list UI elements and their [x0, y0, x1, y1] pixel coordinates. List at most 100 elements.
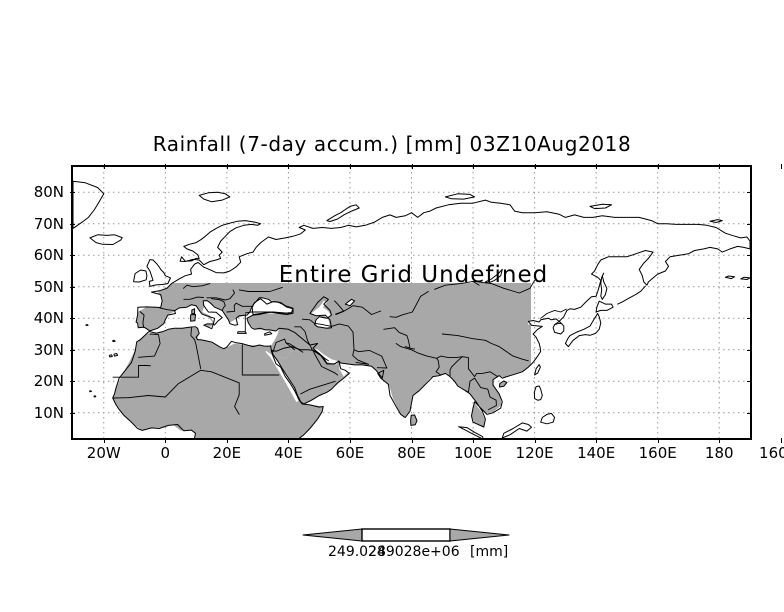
colorbar-left-extend [302, 528, 363, 542]
political-border [355, 361, 369, 365]
y-tick-mark [747, 381, 752, 383]
coastline-path [617, 285, 646, 305]
political-border [352, 349, 369, 365]
x-tick-mark [411, 164, 413, 169]
x-tick-mark [349, 164, 351, 169]
political-border [314, 322, 354, 333]
political-border [238, 286, 283, 292]
political-border [434, 279, 536, 294]
political-border [503, 349, 529, 362]
y-tick-mark [70, 255, 75, 257]
y-tick-mark [70, 223, 75, 225]
coastline-path [146, 259, 171, 287]
coastline-path [191, 308, 196, 315]
political-border [301, 318, 315, 324]
coastline-path [444, 193, 476, 200]
political-border [352, 331, 383, 357]
coastline-path [73, 180, 105, 229]
political-border [294, 326, 313, 350]
political-border [138, 333, 161, 358]
political-border [334, 300, 345, 315]
coastline-path [589, 203, 612, 210]
x-tick-mark [719, 164, 721, 169]
x-tick-mark [719, 438, 721, 443]
y-tick-mark [747, 255, 752, 257]
map-graphic [73, 167, 750, 438]
political-border [449, 356, 499, 378]
coastline-path [190, 314, 196, 322]
coastlines [73, 180, 750, 438]
x-tick-label: 80E [397, 444, 426, 462]
coastline-path [89, 390, 92, 393]
political-border [464, 377, 497, 411]
coastline-path [108, 354, 113, 358]
map-plot-area[interactable]: Entire Grid Undefined [71, 165, 752, 440]
political-border [183, 283, 211, 289]
x-tick-mark [596, 164, 598, 169]
coastline-path [93, 395, 97, 398]
coastline-path [600, 272, 608, 300]
shaded-land-polygon [136, 283, 531, 428]
colorbar-graphic [302, 528, 510, 542]
coastline-path [309, 296, 332, 329]
political-border [312, 349, 339, 376]
x-tick-mark [288, 164, 290, 169]
shaded-land-mask [112, 283, 531, 438]
colorbar[interactable]: 249.028 249028e+06 [mm] [300, 518, 512, 560]
x-tick-mark [657, 438, 659, 443]
x-tick-mark [534, 438, 536, 443]
political-border [312, 349, 329, 362]
colorbar-tick-label-min: 249.028 [328, 544, 386, 560]
political-border [272, 338, 296, 353]
political-border [226, 302, 254, 313]
x-tick-label: 0 [160, 444, 171, 462]
coastline-path [133, 269, 148, 283]
political-border [389, 291, 429, 318]
x-tick-label: 160E [638, 444, 677, 462]
coastline-path [533, 385, 543, 401]
coastline-path [344, 298, 356, 307]
x-tick-label: 140E [577, 444, 616, 462]
political-border [190, 327, 202, 370]
x-tick-label: 20E [212, 444, 242, 462]
shade-sea-hole [313, 349, 339, 365]
x-tick-mark [473, 438, 475, 443]
political-border [244, 311, 292, 314]
coastline-path [709, 219, 723, 223]
political-border [285, 342, 304, 353]
coastline-path [724, 275, 736, 280]
y-tick-mark [70, 318, 75, 320]
coastline-path [264, 331, 273, 336]
x-tick-mark [780, 438, 782, 443]
coastline-path [534, 364, 541, 376]
shade-sea-hole [149, 305, 275, 346]
x-tick-mark [596, 438, 598, 443]
coastline-path [484, 268, 503, 284]
y-tick-mark [70, 192, 75, 194]
coastline-path [595, 300, 614, 313]
y-tick-label: 20N [33, 372, 64, 391]
y-tick-mark [747, 318, 752, 320]
political-border [183, 296, 204, 300]
political-border [206, 289, 236, 301]
shade-sea-hole [311, 300, 331, 328]
coastline-path [89, 234, 123, 245]
x-tick-mark [534, 164, 536, 169]
x-tick-label: 40E [274, 444, 303, 462]
x-tick-mark [165, 438, 167, 443]
shaded-land-polygon [190, 314, 196, 322]
political-border [404, 346, 416, 350]
y-tick-label: 30N [33, 340, 64, 359]
x-tick-label: 120E [515, 444, 554, 462]
y-tick-label: 10N [33, 403, 64, 422]
y-tick-label: 50N [33, 277, 64, 296]
political-border [472, 280, 480, 286]
political-border [435, 357, 442, 376]
coastline-path [564, 313, 602, 348]
colorbar-body [361, 528, 451, 542]
x-tick-mark [226, 438, 228, 443]
y-tick-mark [70, 412, 75, 414]
y-tick-label: 70N [33, 214, 64, 233]
x-tick-label: 180 [704, 444, 734, 462]
political-border [376, 355, 388, 369]
